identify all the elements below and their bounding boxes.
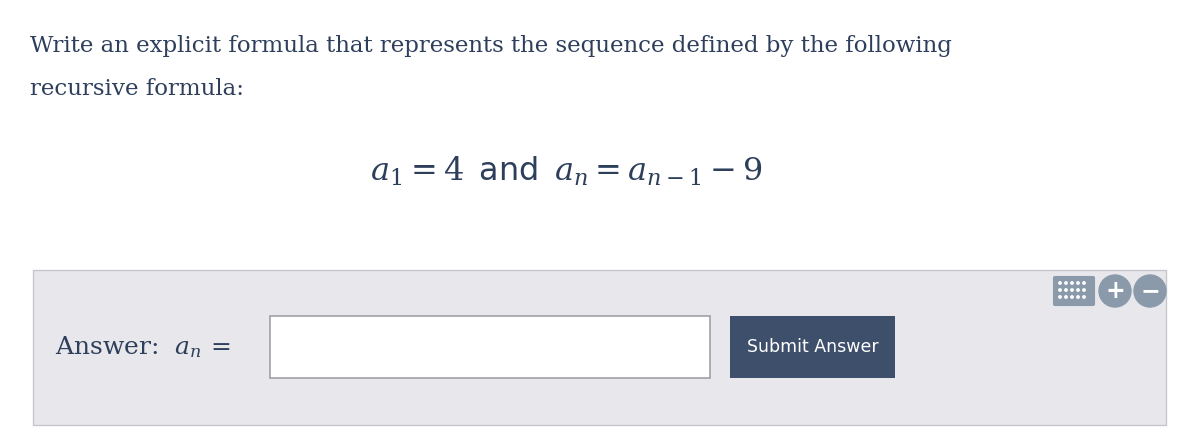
Circle shape (1070, 296, 1073, 298)
Text: Submit Answer: Submit Answer (746, 338, 878, 356)
FancyBboxPatch shape (730, 316, 895, 378)
Circle shape (1076, 289, 1079, 291)
Circle shape (1058, 296, 1061, 298)
Text: Write an explicit formula that represents the sequence defined by the following: Write an explicit formula that represent… (30, 35, 952, 57)
Circle shape (1134, 275, 1166, 307)
Circle shape (1082, 296, 1085, 298)
Circle shape (1082, 282, 1085, 284)
FancyBboxPatch shape (1054, 277, 1094, 305)
FancyBboxPatch shape (270, 316, 710, 378)
Circle shape (1076, 282, 1079, 284)
Circle shape (1070, 282, 1073, 284)
Circle shape (1082, 289, 1085, 291)
Text: Answer:  $a_n\, =$: Answer: $a_n\, =$ (55, 334, 230, 360)
FancyBboxPatch shape (34, 270, 1166, 425)
Circle shape (1064, 282, 1067, 284)
Circle shape (1064, 289, 1067, 291)
Circle shape (1076, 296, 1079, 298)
Circle shape (1058, 282, 1061, 284)
Text: recursive formula:: recursive formula: (30, 78, 244, 100)
Circle shape (1058, 289, 1061, 291)
Circle shape (1099, 275, 1132, 307)
Text: −: − (1140, 279, 1160, 303)
Text: $a_1 = 4\,$ and $\,a_n = a_{n-1} - 9$: $a_1 = 4\,$ and $\,a_n = a_{n-1} - 9$ (370, 155, 762, 188)
Circle shape (1070, 289, 1073, 291)
Text: +: + (1105, 279, 1124, 303)
Circle shape (1064, 296, 1067, 298)
